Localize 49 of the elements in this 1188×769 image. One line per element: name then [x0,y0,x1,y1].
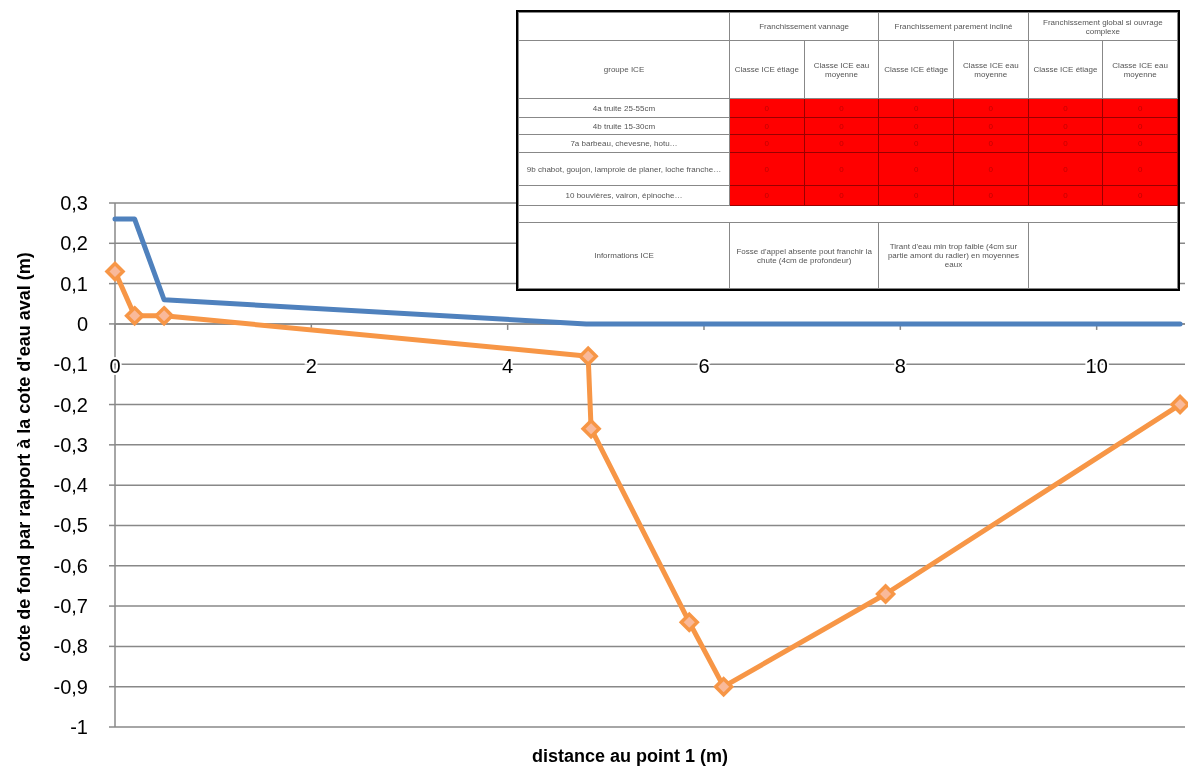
text: Franchissement parement incliné [894,22,1013,31]
text: 4b truite 15-30cm [592,121,656,131]
x-tick-label: 2 [305,354,317,377]
y-tick-label: -0,8 [53,635,88,658]
text: 7a barbeau, chevesne, hotu… [570,139,678,148]
x-tick-label: 10 [1085,354,1108,377]
y-tick-label: -0,7 [53,595,88,618]
text: 10 bouvières, vairon, épinoche… [565,191,683,200]
text: 9b chabot, goujon, lamproie de planer, loche franche… [526,164,722,174]
y-tick-label: 0 [76,312,88,335]
x-axis-title: distance au point 1 (m) [531,746,729,766]
point [679,612,700,632]
point [1170,394,1188,415]
text: Franchissement global si ouvrage complexe [1043,17,1163,36]
annotation: Informations ICE [518,222,730,289]
text: Classe ICE étiage [884,65,949,74]
annotation: Fosse d'appel absente pout franchir la chute (4cm de profondeur) [729,222,879,289]
point [105,261,125,282]
y-tick-label: -0,2 [53,393,88,416]
point [124,306,145,326]
x-tick-label: 0 [109,354,121,377]
text: Classe ICE eau moyenne [963,60,1019,79]
y-tick-label: -0,1 [53,353,88,376]
x-tick-label: 8 [894,354,906,377]
text: groupe ICE [603,65,645,74]
y-tick-label: -0,5 [53,514,88,537]
point [581,418,601,439]
text: Classe ICE étiage [734,65,799,74]
x-tick-label: 6 [698,354,710,377]
x-tick-label: 4 [502,354,514,377]
y-tick-label: -1 [70,716,88,738]
y-tick-label: -0,3 [53,433,88,456]
y-tick-label: -0,6 [53,554,88,577]
point [154,306,174,326]
text: Classe ICE eau moyenne [1112,60,1168,79]
point [578,346,598,366]
y-tick-label: 0,1 [60,272,88,295]
text: Classe ICE étiage [1033,65,1098,74]
annotation: Tirant d'eau min trop faible (4cm sur partie amont du radier) en moyennes eaux [878,222,1029,289]
y-tick-label: -0,4 [53,474,88,497]
text: Franchissement vannage [759,22,850,31]
y-tick-label: -0,9 [53,675,88,698]
text: Classe ICE eau moyenne [813,60,870,79]
y-tick-label: 0,2 [60,232,88,255]
y-axis-title: cote de fond par rapport à la cote d'eau aval (m) [14,252,34,662]
text: 4a truite 25-55cm [592,103,656,113]
point [875,584,896,604]
point [713,676,734,697]
y-tick-label: 0,3 [60,192,88,214]
